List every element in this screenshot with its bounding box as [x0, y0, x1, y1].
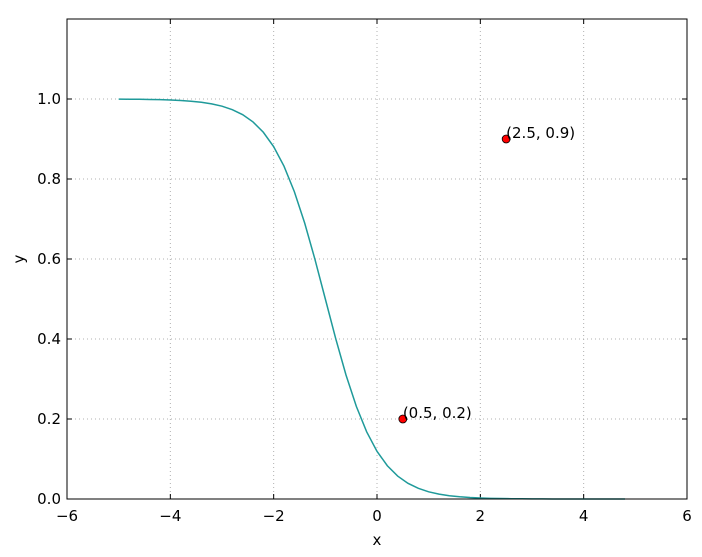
y-tick-label: 1.0 [37, 90, 61, 108]
line-series [118, 98, 625, 500]
x-tick-label: 4 [579, 507, 589, 525]
y-tick-label: 0.6 [37, 250, 61, 268]
x-tick-label: 6 [682, 507, 692, 525]
scatter-point [501, 134, 511, 144]
x-axis-label: x [373, 531, 382, 549]
scatter-point [398, 414, 408, 424]
y-tick-label: 0.4 [37, 330, 61, 348]
y-tick-label: 0.8 [37, 170, 61, 188]
y-axis-label: y [10, 254, 28, 263]
x-tick-label: 2 [476, 507, 486, 525]
x-tick-label: −4 [159, 507, 181, 525]
x-tick-label: −2 [263, 507, 285, 525]
annotation: (0.5, 0.2) [403, 404, 472, 422]
plot-frame [66, 18, 688, 500]
y-tick-label: 0.2 [37, 410, 61, 428]
x-tick-label: 0 [372, 507, 382, 525]
annotation: (2.5, 0.9) [506, 124, 575, 142]
y-tick-label: 0.0 [37, 490, 61, 508]
x-tick-label: −6 [56, 507, 78, 525]
